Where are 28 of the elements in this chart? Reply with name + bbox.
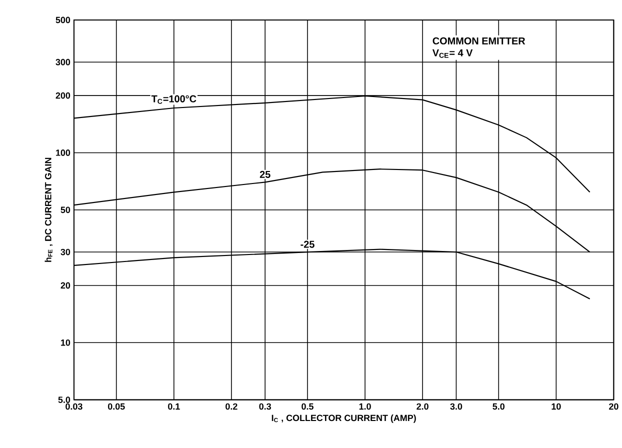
annotation: V$_{CE}$= 4 V	[432, 50, 473, 58]
series-label: -25	[300, 240, 314, 248]
x-tick-label: 0.3	[259, 403, 271, 410]
x-tick-label: 2.0	[416, 403, 428, 410]
x-tick-label: 0.05	[108, 403, 125, 410]
x-tick-label: 0.1	[168, 403, 180, 410]
x-tick-label: 0.2	[226, 403, 238, 410]
series-label: T$_{C}$=100°C	[151, 95, 196, 104]
y-tick-label: 20	[60, 282, 70, 289]
y-axis-title: h$_{FE}$ , DC CURRENT GAIN	[44, 158, 53, 262]
y-tick-label: 100	[56, 150, 70, 156]
x-tick-label: 3.0	[450, 403, 462, 410]
y-tick-label: 500	[56, 16, 70, 24]
x-tick-label: 10	[552, 403, 561, 410]
y-tick-label: 30	[60, 248, 70, 256]
y-tick-label: 200	[56, 92, 70, 99]
x-tick-label: 0.03	[66, 403, 82, 410]
series-label: 25	[260, 171, 270, 178]
x-tick-label: 20	[609, 403, 618, 410]
y-tick-label: 10	[61, 340, 70, 346]
y-tick-label: 300	[56, 59, 70, 66]
y-tick-label: 50	[60, 206, 70, 214]
annotation: COMMON EMITTER	[432, 37, 526, 45]
x-tick-label: 0.5	[302, 403, 314, 410]
y-tick-label: 5.0	[58, 396, 70, 404]
x-tick-label: 1.0	[359, 403, 371, 410]
x-tick-label: 5.0	[492, 403, 505, 410]
x-axis-title: I$_{C}$ , COLLECTOR CURRENT (AMP)	[272, 414, 416, 423]
